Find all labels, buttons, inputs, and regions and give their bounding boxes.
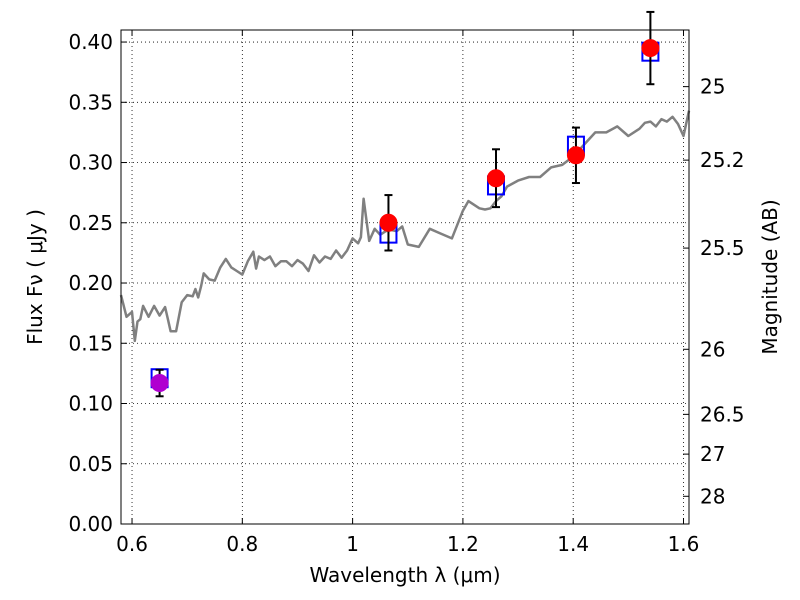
y-tick-label: 0.25 (68, 211, 113, 235)
y-tick-label: 0.35 (68, 90, 113, 114)
model-spectrum-line (119, 110, 691, 343)
observed-flux-point (641, 39, 660, 58)
x-axis-label: Wavelength λ (μm) (309, 563, 500, 587)
y-axis-label: Flux Fν ( μJy ) (23, 209, 47, 345)
y2-tick-label: 26 (700, 337, 725, 361)
y2-tick-label: 25.2 (700, 148, 745, 172)
y2-axis-label: Magnitude (AB) (758, 199, 782, 354)
tick-layer: 0.6 0.8 1 1.2 1.4 1.6 0.00 0.05 0.10 0.15 0.20 0.25… (68, 30, 745, 556)
y-tick-label: 0.30 (68, 151, 113, 175)
x-tick-label: 1 (346, 532, 359, 556)
plot-frame (120, 29, 690, 525)
x-tick-label: 0.6 (116, 532, 148, 556)
y2-tick-label: 25 (700, 75, 725, 99)
y-tick-label: 0.20 (68, 271, 113, 295)
observed-flux-point (379, 213, 398, 232)
x-tick-label: 0.8 (226, 532, 258, 556)
y-tick-label: 0.40 (68, 30, 113, 54)
data-layer (119, 10, 691, 398)
observed-flux-point (486, 169, 505, 188)
y-tick-label: 0.10 (68, 392, 113, 416)
y-tick-label: 0.00 (68, 512, 113, 536)
y-tick-label: 0.05 (68, 452, 113, 476)
y2-tick-label: 28 (700, 484, 725, 508)
x-tick-label: 1.2 (447, 532, 479, 556)
observed-flux-point (566, 146, 585, 165)
y2-tick-label: 26.5 (700, 402, 745, 426)
y2-tick-label: 27 (700, 442, 725, 466)
x-tick-label: 1.4 (557, 532, 589, 556)
y-tick-label: 0.15 (68, 331, 113, 355)
x-tick-label: 1.6 (668, 532, 700, 556)
label-layer: Wavelength λ (μm) Flux Fν ( μJy ) Magnit… (23, 199, 782, 587)
observed-flux-point (150, 374, 169, 393)
y2-tick-label: 25.5 (700, 236, 745, 260)
